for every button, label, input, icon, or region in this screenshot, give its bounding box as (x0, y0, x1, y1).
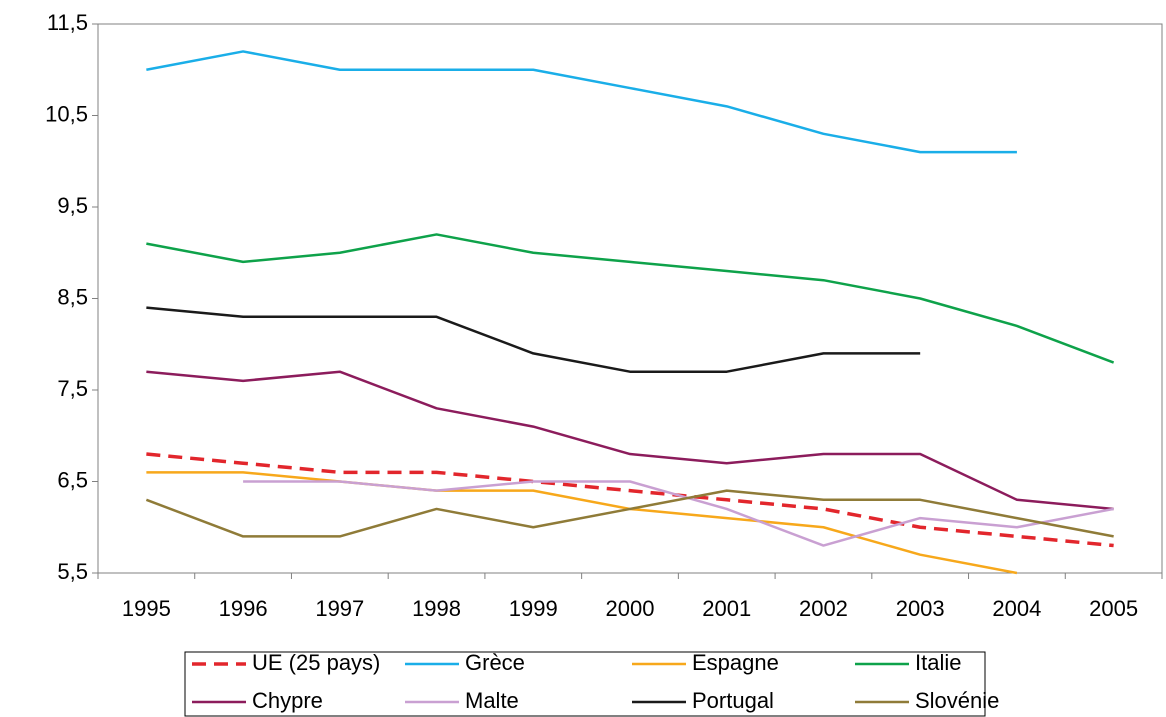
legend-box (184, 651, 986, 717)
legend-label: Slovénie (915, 688, 999, 713)
x-tick-label: 2002 (799, 596, 848, 621)
x-tick-label: 2000 (606, 596, 655, 621)
legend-label: Espagne (692, 650, 779, 675)
y-tick-label: 6,5 (57, 467, 88, 492)
y-tick-label: 10,5 (45, 101, 88, 126)
legend-label: Malte (465, 688, 519, 713)
y-tick-label: 7,5 (57, 376, 88, 401)
x-tick-label: 1999 (509, 596, 558, 621)
series-line (243, 480, 1114, 547)
legend-label: Grèce (465, 650, 525, 675)
series-line (146, 50, 1017, 154)
y-tick-label: 9,5 (57, 193, 88, 218)
series-line (146, 233, 1115, 364)
series-line (146, 471, 1018, 575)
legend-label: Italie (915, 650, 961, 675)
legend-label: Portugal (692, 688, 774, 713)
x-tick-label: 2004 (992, 596, 1041, 621)
x-tick-label: 1995 (122, 596, 171, 621)
x-tick-label: 1998 (412, 596, 461, 621)
y-tick-label: 11,5 (47, 10, 88, 35)
series-line (146, 306, 921, 373)
x-tick-label: 2003 (896, 596, 945, 621)
y-tick-label: 5,5 (57, 559, 88, 584)
x-tick-label: 1996 (219, 596, 268, 621)
series-line (146, 452, 1114, 548)
x-tick-label: 2005 (1089, 596, 1138, 621)
legend-label: UE (25 pays) (252, 650, 380, 675)
x-tick-label: 2001 (702, 596, 751, 621)
y-tick-label: 8,5 (57, 284, 88, 309)
legend-label: Chypre (252, 688, 323, 713)
x-tick-label: 1997 (315, 596, 364, 621)
series-line (146, 370, 1114, 511)
series-line (145, 489, 1114, 538)
